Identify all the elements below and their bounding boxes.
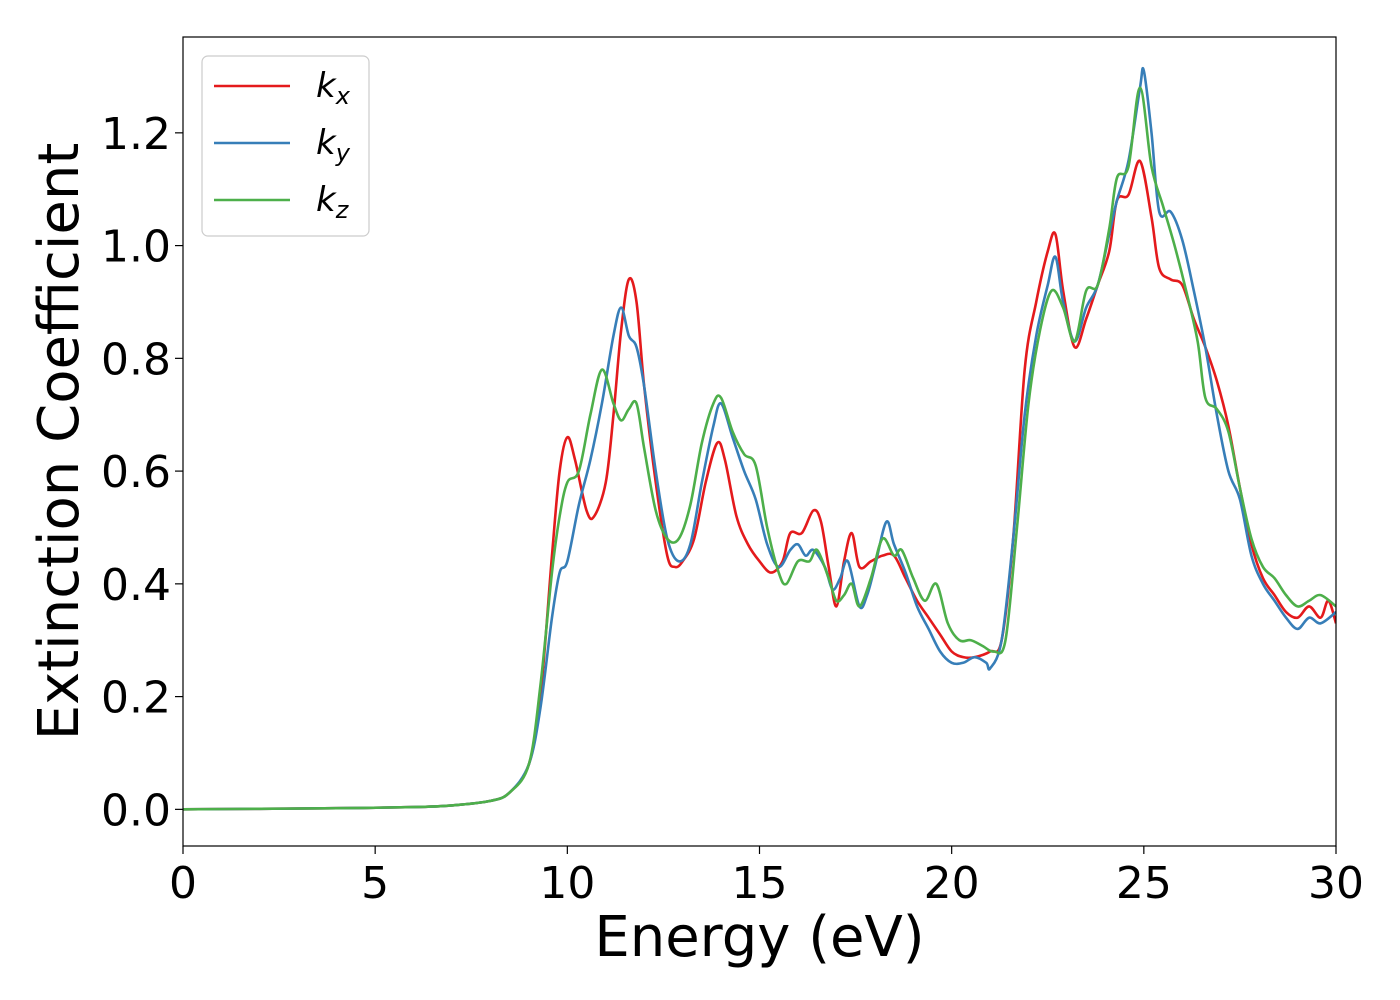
legend-entry: kx — [316, 66, 351, 110]
x-tick-label: 20 — [924, 858, 980, 909]
legend-box — [201, 55, 370, 237]
x-tick-label: 15 — [732, 858, 788, 909]
series-line-kx — [183, 159, 1336, 811]
series-layer — [183, 66, 1336, 811]
y-tick-label: 0.0 — [101, 785, 171, 836]
legend-entry: ky — [316, 123, 351, 167]
legend-entry: kz — [316, 180, 350, 224]
x-tick-label: 5 — [361, 858, 389, 909]
x-tick-label: 25 — [1116, 858, 1172, 909]
x-axis-ticks: 0 5 10 15 20 25 30 — [169, 846, 1364, 909]
x-axis-label: Energy (eV) — [594, 905, 924, 970]
x-tick-label: 30 — [1308, 858, 1364, 909]
x-tick-label: 10 — [539, 858, 595, 909]
y-tick-label: 1.0 — [101, 222, 171, 273]
series-line-kz — [183, 86, 1336, 811]
y-tick-label: 0.8 — [101, 334, 171, 385]
y-axis-ticks: 0.0 0.2 0.4 0.6 0.8 1.0 1.2 — [101, 109, 183, 836]
y-tick-label: 0.2 — [101, 673, 171, 724]
y-tick-label: 0.6 — [101, 447, 171, 498]
y-tick-label: 0.4 — [101, 560, 171, 611]
legend: kx ky kz — [201, 55, 370, 237]
x-tick-label: 0 — [169, 858, 197, 909]
y-axis-label: Extinction Coefficient — [27, 143, 92, 741]
y-tick-label: 1.2 — [101, 109, 171, 160]
